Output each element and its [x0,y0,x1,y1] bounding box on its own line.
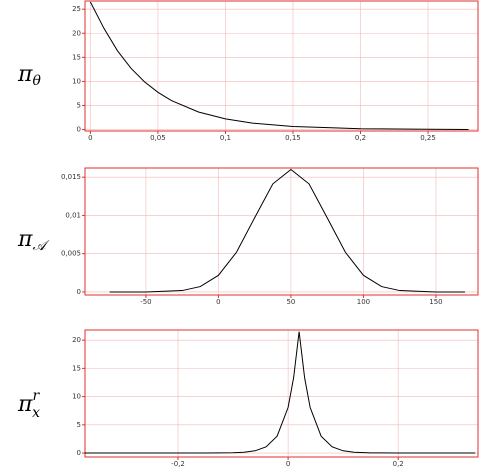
y-tick-label: 10 [72,77,81,85]
y-tick-label: 25 [72,5,81,13]
x-tick-label: 0,2 [393,460,404,468]
label-sub: 𝒜 [32,238,49,254]
x-tick-label: 150 [429,298,442,306]
curve [109,168,465,293]
curve [89,1,469,130]
panel-label: πθ [17,62,41,89]
x-tick-label: 0 [216,298,220,306]
x-tick-label: 100 [357,298,370,306]
plot-area [85,330,478,457]
x-tick-label: 0,1 [220,134,231,142]
label-sub: x [32,405,40,421]
y-tick-label: 20 [72,29,81,37]
y-tick-label: 0,01 [65,211,81,219]
y-tick-label: 0 [77,126,81,134]
x-tick-label: 0,25 [420,134,436,142]
x-tick-label: -50 [140,298,151,306]
y-tick-label: 0 [77,449,81,457]
y-tick-label: 10 [72,393,81,401]
y-tick-label: 0,015 [61,173,81,181]
x-tick-label: 50 [286,298,295,306]
label-sup: r [32,388,40,404]
plot-frame [84,329,479,458]
curve [84,331,476,454]
y-tick-label: 5 [77,101,81,109]
y-tick-label: 20 [72,336,81,344]
y-tick-label: 15 [72,364,81,372]
y-tick-label: 5 [77,421,81,429]
y-tick-label: 0,005 [61,250,81,258]
label-base: π [17,227,33,252]
x-tick-label: 0 [286,460,290,468]
x-tick-label: 0,05 [150,134,166,142]
panel-label: π𝒜 [17,227,49,254]
y-tick-label: 15 [72,53,81,61]
plot-frame [84,0,479,132]
label-sub: θ [32,73,41,89]
x-tick-label: 0,15 [285,134,301,142]
y-tick-label: 0 [77,288,81,296]
x-tick-label: 0,2 [355,134,366,142]
plot-area [85,1,478,131]
x-tick-label: 0 [88,134,92,142]
plot-area [85,168,478,295]
label-base: π [17,62,33,87]
x-tick-label: -0,2 [171,460,185,468]
label-base: π [17,392,33,417]
plot-frame [84,167,479,296]
panel-label: πr x [17,388,40,421]
